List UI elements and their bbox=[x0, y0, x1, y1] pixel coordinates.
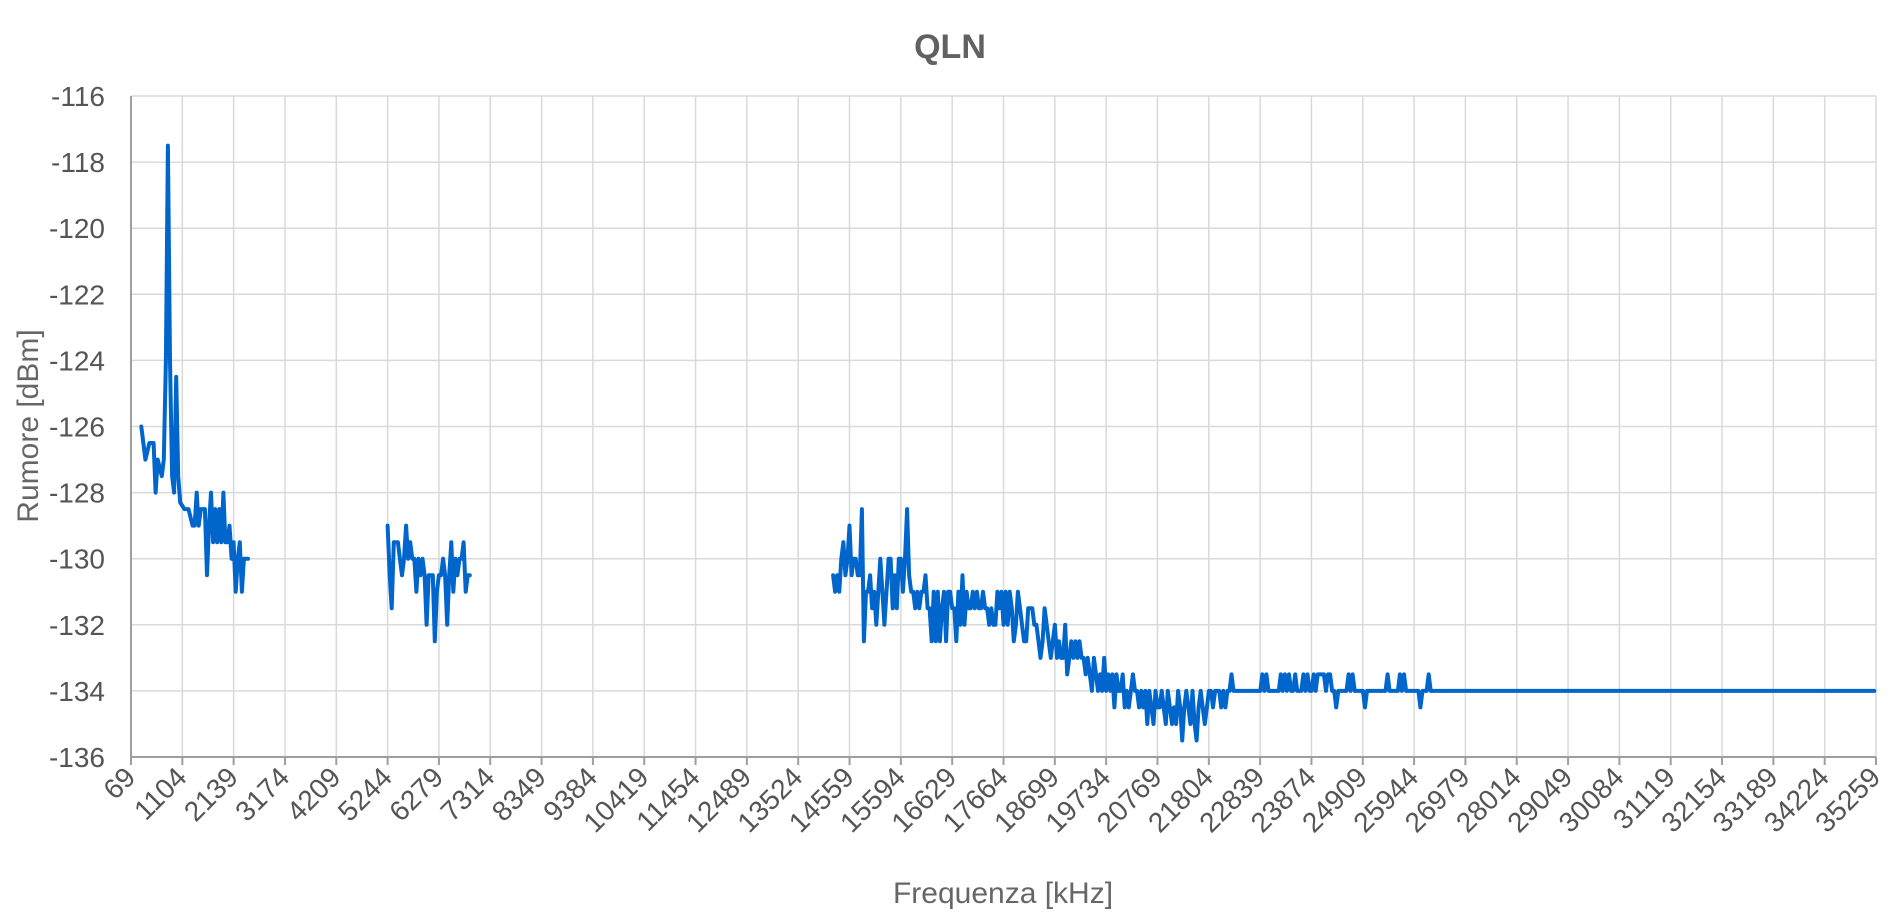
series-group bbox=[139, 143, 1877, 743]
x-tick-label: 5244 bbox=[332, 761, 398, 827]
qln-line-segment-2 bbox=[385, 523, 472, 644]
y-tick-label: -132 bbox=[49, 610, 105, 641]
x-tick-label: 3174 bbox=[229, 761, 295, 827]
y-tick-label: -128 bbox=[49, 478, 105, 509]
y-tick-label: -136 bbox=[49, 742, 105, 773]
y-tick-label: -122 bbox=[49, 279, 105, 310]
x-axis-ticks: 6911042139317442095244627973148349938410… bbox=[97, 757, 1886, 838]
y-tick-label: -126 bbox=[49, 412, 105, 443]
chart-title: QLN bbox=[914, 28, 986, 66]
y-axis-label: Rumore [dBm] bbox=[12, 329, 45, 522]
y-tick-label: -120 bbox=[49, 213, 105, 244]
x-tick-label: 2139 bbox=[178, 761, 244, 827]
y-tick-label: -116 bbox=[51, 81, 105, 112]
y-tick-label: -124 bbox=[49, 345, 105, 376]
x-tick-label: 8349 bbox=[486, 761, 552, 827]
grid bbox=[130, 95, 1877, 758]
y-tick-label: -118 bbox=[51, 147, 105, 178]
x-tick-label: 4209 bbox=[281, 761, 347, 827]
y-axis-ticks: -116 -118 -120 -122 -124 -126 -128 -130 -132 -134… bbox=[49, 81, 105, 773]
x-tick-label: 7314 bbox=[435, 761, 501, 827]
qln-line-segment-1 bbox=[139, 143, 250, 594]
y-tick-label: -130 bbox=[49, 544, 105, 575]
x-axis-label: Frequenza [kHz] bbox=[893, 877, 1113, 910]
qln-line-segment-3 bbox=[831, 507, 1877, 743]
x-tick-label: 6279 bbox=[383, 761, 449, 827]
x-tick-label: 1104 bbox=[128, 761, 193, 826]
y-tick-label: -134 bbox=[49, 676, 105, 707]
